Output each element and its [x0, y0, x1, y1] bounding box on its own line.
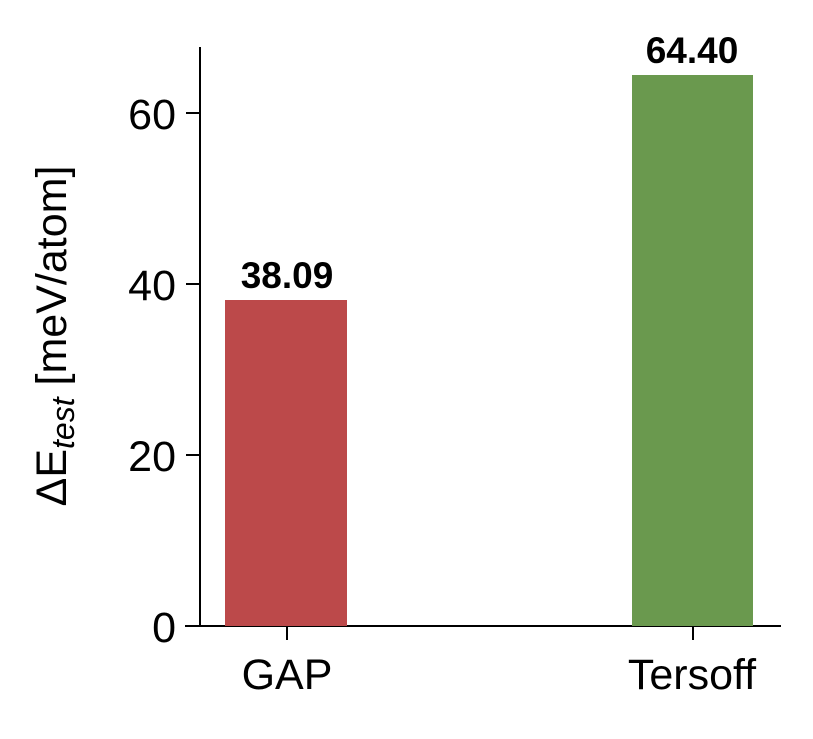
y-tick-0 [186, 625, 200, 627]
value-label-tersoff: 64.40 [645, 30, 739, 71]
x-axis-line [185, 625, 781, 627]
y-tick-label: 0 [152, 604, 176, 652]
y-tick-60 [186, 112, 200, 114]
y-axis-line [199, 47, 201, 627]
y-tick-label: 60 [128, 91, 176, 139]
x-tick-gap [286, 627, 288, 640]
x-tick-label-tersoff: Tersoff [627, 651, 757, 699]
y-tick-20 [186, 454, 200, 456]
y-tick-40 [186, 283, 200, 285]
bar-gap [225, 300, 347, 626]
value-label-gap: 38.09 [240, 255, 334, 296]
y-tick-label: 20 [128, 433, 176, 481]
x-tick-tersoff [692, 627, 694, 640]
x-tick-label-gap: GAP [241, 651, 333, 699]
bar-tersoff [632, 75, 753, 626]
y-tick-label: 40 [128, 262, 176, 310]
